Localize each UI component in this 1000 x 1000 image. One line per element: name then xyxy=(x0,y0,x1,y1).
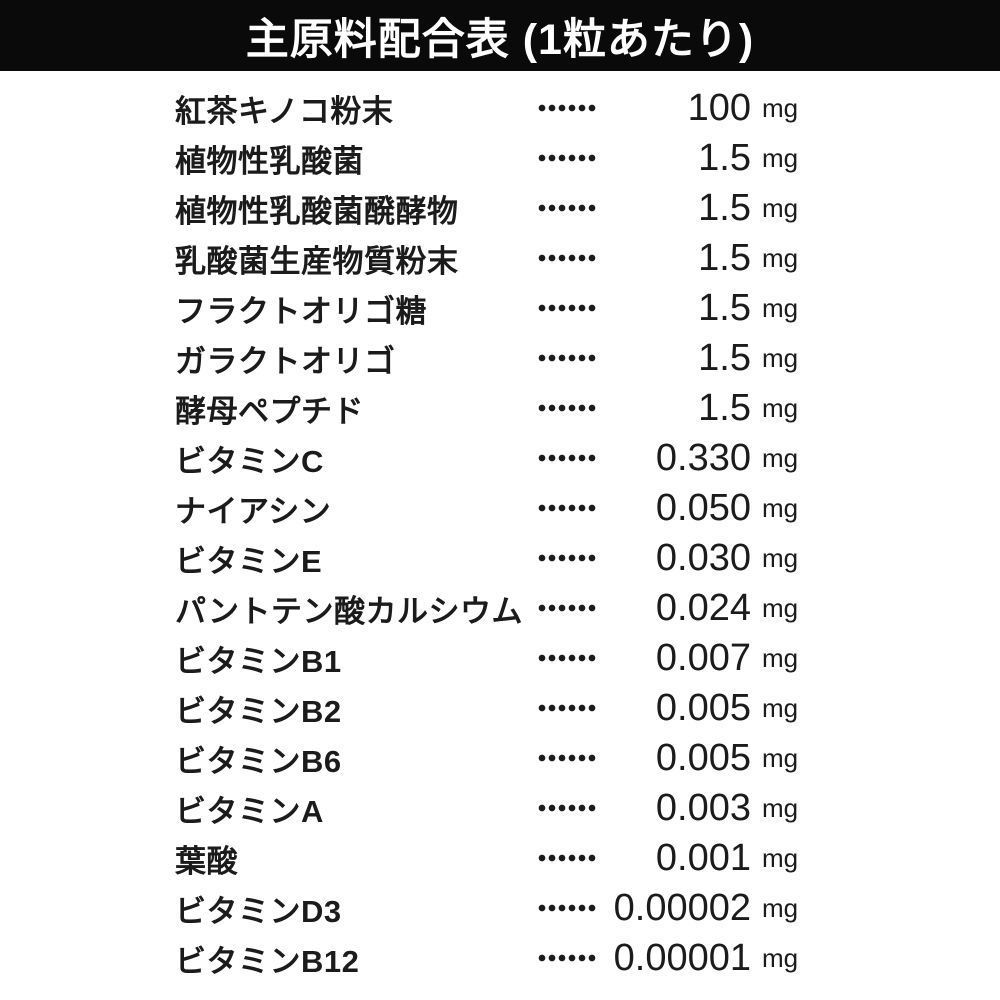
amount-unit: mg xyxy=(762,292,799,323)
amount-unit: mg xyxy=(762,592,799,623)
ingredient-name: パントテン酸カルシウム xyxy=(175,593,524,629)
ingredient-name: 乳酸菌生産物質粉末 xyxy=(175,243,459,279)
amount-unit: mg xyxy=(762,942,799,973)
amount-value: 1.5 xyxy=(698,286,751,329)
table-row: 植物性乳酸菌醗酵物 1.5 mg xyxy=(0,183,1000,233)
table-row: パントテン酸カルシウム 0.024 mg xyxy=(0,583,1000,633)
amount-value: 1.5 xyxy=(698,186,751,229)
leader-dots-icon xyxy=(537,104,597,112)
ingredient-name: ナイアシン xyxy=(175,493,332,529)
amount-value: 0.001 xyxy=(655,836,751,879)
table-row: ビタミンC 0.330 mg xyxy=(0,433,1000,483)
ingredient-name: ビタミンB6 xyxy=(175,743,342,779)
amount-value: 0.007 xyxy=(655,636,751,679)
amount-value: 0.005 xyxy=(655,736,751,779)
table-row: ビタミンB2 0.005 mg xyxy=(0,683,1000,733)
amount-unit: mg xyxy=(762,642,799,673)
leader-dots-icon xyxy=(537,604,597,612)
leader-dots-icon xyxy=(537,454,597,462)
amount-unit: mg xyxy=(762,142,799,173)
ingredient-name: ビタミンB12 xyxy=(175,943,360,979)
amount-unit: mg xyxy=(762,92,799,123)
table-row: ビタミンB12 0.00001 mg xyxy=(0,933,1000,983)
table-row: フラクトオリゴ糖 1.5 mg xyxy=(0,283,1000,333)
amount-value: 100 xyxy=(687,86,751,129)
leader-dots-icon xyxy=(537,954,597,962)
leader-dots-icon xyxy=(537,754,597,762)
leader-dots-icon xyxy=(537,654,597,662)
table-row: 乳酸菌生産物質粉末 1.5 mg xyxy=(0,233,1000,283)
table-row: ナイアシン 0.050 mg xyxy=(0,483,1000,533)
table-row: ビタミンE 0.030 mg xyxy=(0,533,1000,583)
amount-value: 0.00001 xyxy=(613,936,751,979)
leader-dots-icon xyxy=(537,704,597,712)
amount-value: 0.005 xyxy=(655,686,751,729)
amount-value: 0.003 xyxy=(655,786,751,829)
table-row: ビタミンB6 0.005 mg xyxy=(0,733,1000,783)
table-row: ビタミンD3 0.00002 mg xyxy=(0,883,1000,933)
amount-value: 0.330 xyxy=(655,436,751,479)
leader-dots-icon xyxy=(537,404,597,412)
leader-dots-icon xyxy=(537,804,597,812)
amount-unit: mg xyxy=(762,692,799,723)
leader-dots-icon xyxy=(537,304,597,312)
leader-dots-icon xyxy=(537,254,597,262)
header-bar: 主原料配合表 (1粒あたり) xyxy=(0,0,1000,71)
ingredient-name: 植物性乳酸菌 xyxy=(175,143,364,179)
ingredient-name: ビタミンB1 xyxy=(175,643,342,679)
amount-unit: mg xyxy=(762,492,799,523)
amount-value: 1.5 xyxy=(698,136,751,179)
leader-dots-icon xyxy=(537,204,597,212)
leader-dots-icon xyxy=(537,904,597,912)
amount-unit: mg xyxy=(762,892,799,923)
amount-value: 0.050 xyxy=(655,486,751,529)
ingredient-name: ビタミンD3 xyxy=(175,893,342,929)
amount-unit: mg xyxy=(762,742,799,773)
amount-unit: mg xyxy=(762,792,799,823)
amount-value: 0.00002 xyxy=(613,886,751,929)
amount-value: 0.024 xyxy=(655,586,751,629)
ingredient-name: ビタミンC xyxy=(175,443,324,479)
ingredient-name: ビタミンE xyxy=(175,543,323,579)
table-row: ビタミンB1 0.007 mg xyxy=(0,633,1000,683)
ingredient-name: 紅茶キノコ粉末 xyxy=(175,93,394,129)
ingredient-name: 植物性乳酸菌醗酵物 xyxy=(175,193,459,229)
amount-unit: mg xyxy=(762,342,799,373)
amount-unit: mg xyxy=(762,192,799,223)
amount-unit: mg xyxy=(762,842,799,873)
amount-unit: mg xyxy=(762,242,799,273)
ingredient-name: 酵母ペプチド xyxy=(175,393,364,429)
ingredient-name: 葉酸 xyxy=(175,843,238,879)
ingredient-name: フラクトオリゴ糖 xyxy=(175,293,427,329)
amount-value: 1.5 xyxy=(698,336,751,379)
amount-value: 1.5 xyxy=(698,386,751,429)
leader-dots-icon xyxy=(537,854,597,862)
amount-unit: mg xyxy=(762,442,799,473)
table-row: 紅茶キノコ粉末 100 mg xyxy=(0,83,1000,133)
table-row: ガラクトオリゴ 1.5 mg xyxy=(0,333,1000,383)
ingredient-name: ガラクトオリゴ xyxy=(175,343,396,379)
ingredient-table: 紅茶キノコ粉末 100 mg 植物性乳酸菌 1.5 mg 植物性乳酸菌醗酵物 1… xyxy=(0,83,1000,983)
amount-value: 1.5 xyxy=(698,236,751,279)
ingredient-name: ビタミンA xyxy=(175,793,324,829)
leader-dots-icon xyxy=(537,504,597,512)
amount-unit: mg xyxy=(762,392,799,423)
table-row: 葉酸 0.001 mg xyxy=(0,833,1000,883)
ingredient-name: ビタミンB2 xyxy=(175,693,342,729)
page-title: 主原料配合表 (1粒あたり) xyxy=(245,15,755,64)
amount-value: 0.030 xyxy=(655,536,751,579)
leader-dots-icon xyxy=(537,354,597,362)
leader-dots-icon xyxy=(537,154,597,162)
table-row: 植物性乳酸菌 1.5 mg xyxy=(0,133,1000,183)
table-row: 酵母ペプチド 1.5 mg xyxy=(0,383,1000,433)
table-row: ビタミンA 0.003 mg xyxy=(0,783,1000,833)
leader-dots-icon xyxy=(537,554,597,562)
amount-unit: mg xyxy=(762,542,799,573)
